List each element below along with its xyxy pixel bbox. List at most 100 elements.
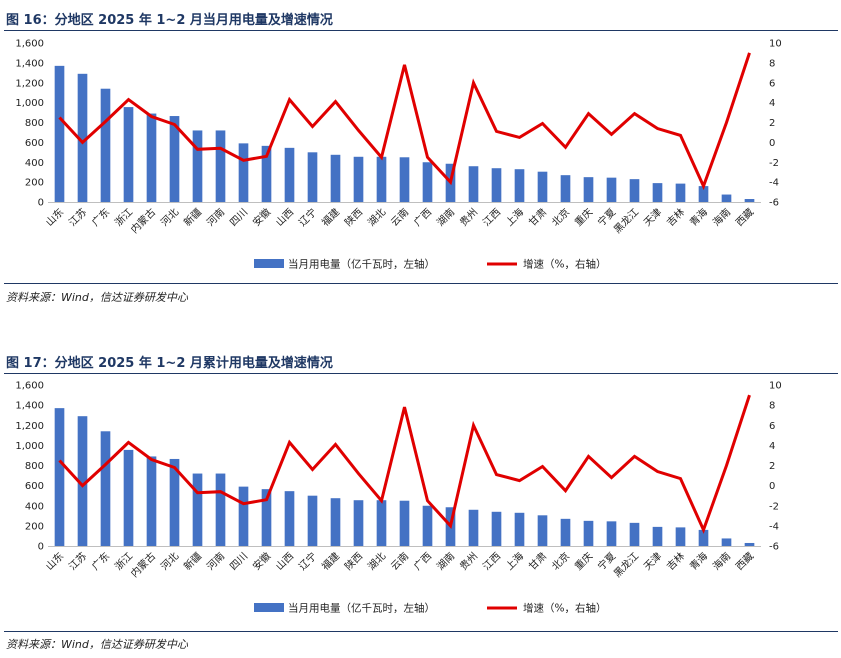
y-right-tick-label: -2 — [769, 158, 779, 169]
x-tick-label: 福建 — [319, 549, 342, 572]
y-right-tick-label: 2 — [769, 461, 775, 472]
bar-云南 — [399, 500, 410, 546]
bar-吉林 — [675, 183, 686, 202]
y-right-tick-label: 8 — [769, 58, 775, 69]
y-right-tick-label: 6 — [769, 421, 775, 432]
y-left-tick-label: 1,200 — [15, 421, 44, 432]
bar-江西 — [491, 168, 502, 202]
bar-湖北 — [376, 156, 387, 202]
legend-line-label: 增速（%，右轴） — [523, 602, 606, 615]
bar-西藏 — [744, 542, 755, 546]
source-rule-top — [4, 283, 838, 284]
bar-上海 — [514, 169, 525, 202]
figure-title: 图 17：分地区 2025 年 1~2 月累计用电量及增速情况 — [6, 356, 333, 371]
bar-湖北 — [376, 500, 387, 546]
x-tick-label: 新疆 — [181, 549, 204, 572]
y-left-tick-label: 600 — [25, 138, 44, 149]
bar-江西 — [491, 511, 502, 546]
x-tick-label: 内蒙古 — [128, 549, 158, 579]
bar-山东 — [54, 65, 65, 202]
y-left-tick-label: 1,400 — [15, 58, 44, 69]
x-tick-label: 湖北 — [366, 550, 389, 573]
bar-四川 — [238, 143, 249, 202]
y-left-tick-label: 0 — [38, 542, 44, 553]
bar-山西 — [284, 147, 295, 202]
x-tick-label: 重庆 — [572, 549, 595, 572]
bar-福建 — [330, 498, 341, 546]
x-tick-label: 广东 — [89, 549, 112, 572]
bar-吉林 — [675, 527, 686, 546]
bar-海南 — [721, 538, 732, 546]
bar-甘肃 — [537, 171, 548, 202]
bar-广西 — [422, 505, 433, 546]
bar-江苏 — [77, 73, 88, 203]
bar-西藏 — [744, 199, 755, 202]
bar-山东 — [54, 408, 65, 546]
y-right-tick-label: 10 — [769, 381, 782, 392]
y-left-tick-label: 400 — [25, 501, 44, 512]
x-tick-label: 贵州 — [457, 549, 480, 572]
x-tick-label: 天津 — [642, 550, 665, 573]
chart-16: 0 200 400 600 800 1,000 1,200 1,400 1,600 -6 -4 -2 0… — [15, 39, 782, 271]
x-tick-label: 上海 — [503, 549, 526, 572]
bar-辽宁 — [307, 495, 318, 546]
bar-贵州 — [468, 166, 479, 202]
bar-贵州 — [468, 509, 479, 546]
y-right-tick-label: -6 — [769, 542, 779, 553]
y-right-tick-label: -4 — [769, 521, 779, 532]
legend-bar-label: 当月用电量（亿千瓦时，左轴） — [288, 258, 435, 271]
x-tick-label: 山东 — [43, 549, 66, 572]
y-right-tick-label: -6 — [769, 198, 779, 209]
bar-广东 — [100, 88, 111, 202]
y-left-tick-label: 1,400 — [15, 401, 44, 412]
y-right-tick-label: 2 — [769, 118, 775, 129]
bar-上海 — [514, 512, 525, 546]
x-tick-label: 四川 — [228, 551, 250, 573]
y-right-tick-label: 4 — [769, 98, 775, 109]
title-rule — [4, 373, 838, 374]
x-tick-label: 黑龙江 — [611, 549, 641, 579]
bar-甘肃 — [537, 515, 548, 546]
title-rule — [4, 30, 838, 31]
y-right-tick-label: 8 — [769, 401, 775, 412]
bar-安徽 — [261, 145, 272, 202]
bar-内蒙古 — [146, 456, 157, 546]
y-left-tick-label: 1,600 — [15, 381, 44, 392]
bar-北京 — [560, 518, 571, 546]
bar-云南 — [399, 157, 410, 202]
x-tick-label: 甘肃 — [526, 549, 549, 572]
y-right-tick-label: 6 — [769, 78, 775, 89]
bar-海南 — [721, 194, 732, 202]
bar-陕西 — [353, 156, 364, 202]
bar-天津 — [652, 526, 663, 546]
x-tick-label: 河北 — [159, 550, 182, 573]
bar-广西 — [422, 162, 433, 202]
y-right-tick-label: 10 — [769, 39, 782, 50]
bar-浙江 — [123, 449, 134, 546]
x-tick-label: 江西 — [481, 550, 504, 573]
chart-17: 0 200 400 600 800 1,000 1,200 1,400 1,600 -6 -4 -2 0… — [15, 381, 782, 615]
x-tick-label: 陕西 — [342, 549, 365, 572]
growth-line — [58, 394, 751, 534]
x-tick-label: 河南 — [204, 549, 227, 572]
bar-江苏 — [77, 416, 88, 546]
bar-宁夏 — [606, 177, 617, 202]
source-rule-top — [4, 631, 838, 632]
x-tick-label: 青海 — [687, 549, 710, 572]
bar-河北 — [169, 458, 180, 546]
bar-福建 — [330, 154, 341, 202]
y-left-tick-label: 1,000 — [15, 441, 44, 452]
bar-重庆 — [583, 177, 594, 202]
bar-山西 — [284, 491, 295, 546]
y-left-tick-label: 600 — [25, 481, 44, 492]
source-note: 资料来源：Wind，信达证券研发中心 — [6, 291, 188, 304]
x-tick-label: 辽宁 — [296, 549, 319, 572]
y-left-tick-label: 800 — [25, 461, 44, 472]
x-tick-label: 西藏 — [734, 550, 757, 573]
bar-新疆 — [192, 473, 203, 546]
x-tick-label: 吉林 — [664, 549, 687, 572]
x-tick-label: 广西 — [412, 550, 435, 573]
y-left-tick-label: 1,000 — [15, 98, 44, 109]
bar-广东 — [100, 431, 111, 546]
